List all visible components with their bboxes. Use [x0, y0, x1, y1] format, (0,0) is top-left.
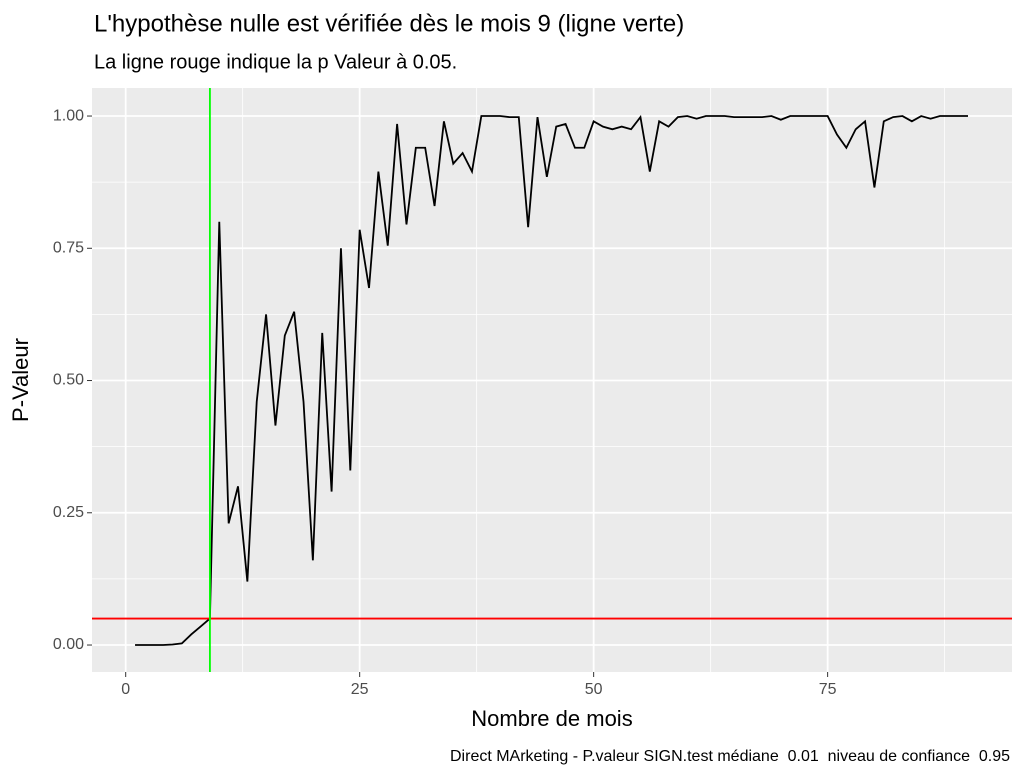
x-tick-label: 50: [585, 681, 603, 698]
x-tick-label: 0: [121, 681, 130, 698]
y-axis-title: P-Valeur: [8, 338, 33, 422]
y-tick-label: 0.75: [53, 240, 84, 257]
chart-subtitle: La ligne rouge indique la p Valeur à 0.0…: [94, 51, 457, 73]
x-axis-title: Nombre de mois: [471, 706, 632, 731]
chart-title: L'hypothèse nulle est vérifiée dès le mo…: [94, 10, 684, 37]
x-tick-label: 25: [351, 681, 369, 698]
y-tick-label: 0.50: [53, 372, 84, 389]
y-tick-label: 1.00: [53, 107, 84, 124]
data-line: [135, 114, 969, 646]
caption: Direct MArketing - P.valeur SIGN.test mé…: [450, 748, 1010, 765]
y-tick-label: 0.00: [53, 636, 84, 653]
y-tick-label: 0.25: [53, 504, 84, 521]
x-tick-label: 75: [819, 681, 837, 698]
